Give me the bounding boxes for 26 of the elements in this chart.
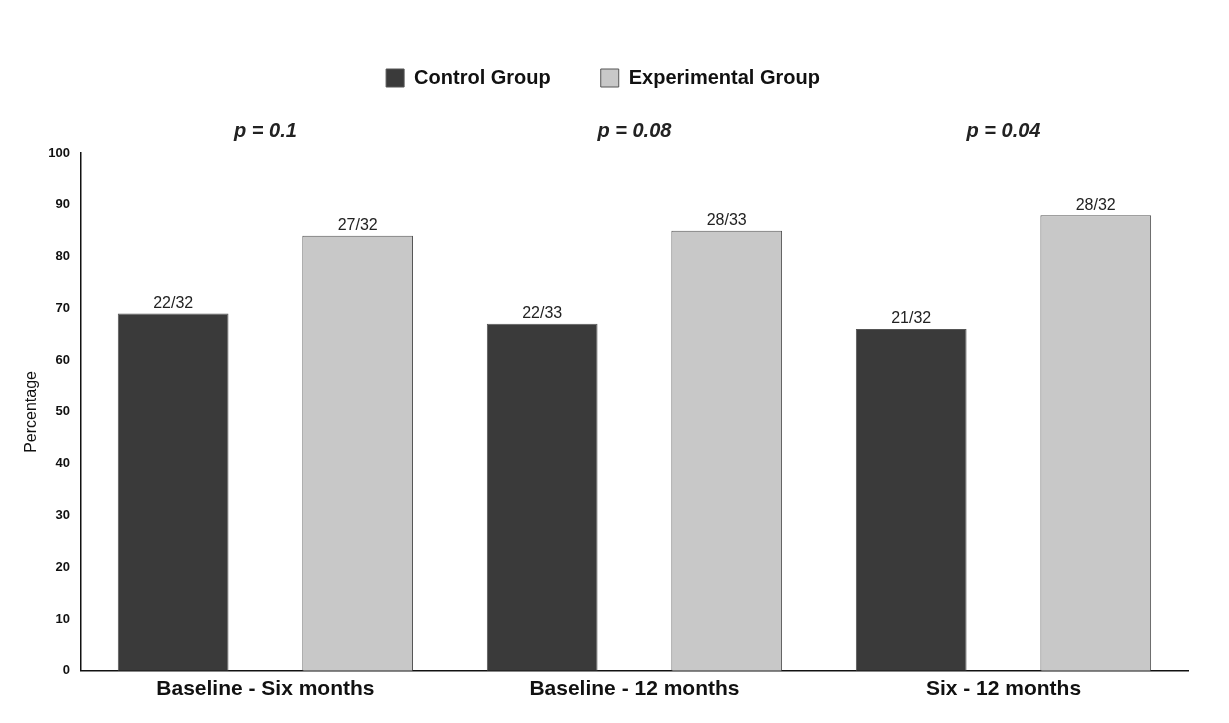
data-label: 21/32 xyxy=(891,309,932,327)
data-label: 28/32 xyxy=(1075,195,1116,213)
y-tick-label: 70 xyxy=(55,299,70,315)
text: p = 0.08 xyxy=(596,118,673,141)
legend-label: Control Group xyxy=(414,65,551,88)
y-tick-label: 0 xyxy=(62,662,70,678)
x-tick-label: Six - 12 months xyxy=(925,676,1082,700)
data-label: 22/32 xyxy=(153,293,194,311)
data-label: 22/33 xyxy=(522,304,563,322)
legend-label: Experimental Group xyxy=(628,65,820,88)
y-tick-label: 50 xyxy=(55,403,70,419)
y-tick-label: 40 xyxy=(55,455,70,471)
y-tick-label: 90 xyxy=(55,196,70,212)
y-tick-label: 80 xyxy=(55,248,70,264)
y-tick-label: 100 xyxy=(48,144,70,160)
data-label: 27/32 xyxy=(337,216,378,234)
y-tick-label: 60 xyxy=(55,351,70,367)
text: p = 0.04 xyxy=(965,118,1041,141)
x-tick-label: Baseline - Six months xyxy=(156,676,375,700)
y-axis-title: Percentage xyxy=(22,370,40,453)
data-label: 28/33 xyxy=(706,211,747,229)
x-tick-label: Baseline - 12 months xyxy=(529,676,740,700)
y-tick-label: 30 xyxy=(55,507,70,523)
y-tick-label: 10 xyxy=(55,610,70,626)
text: p = 0.1 xyxy=(233,118,297,141)
y-tick-label: 20 xyxy=(55,558,70,574)
